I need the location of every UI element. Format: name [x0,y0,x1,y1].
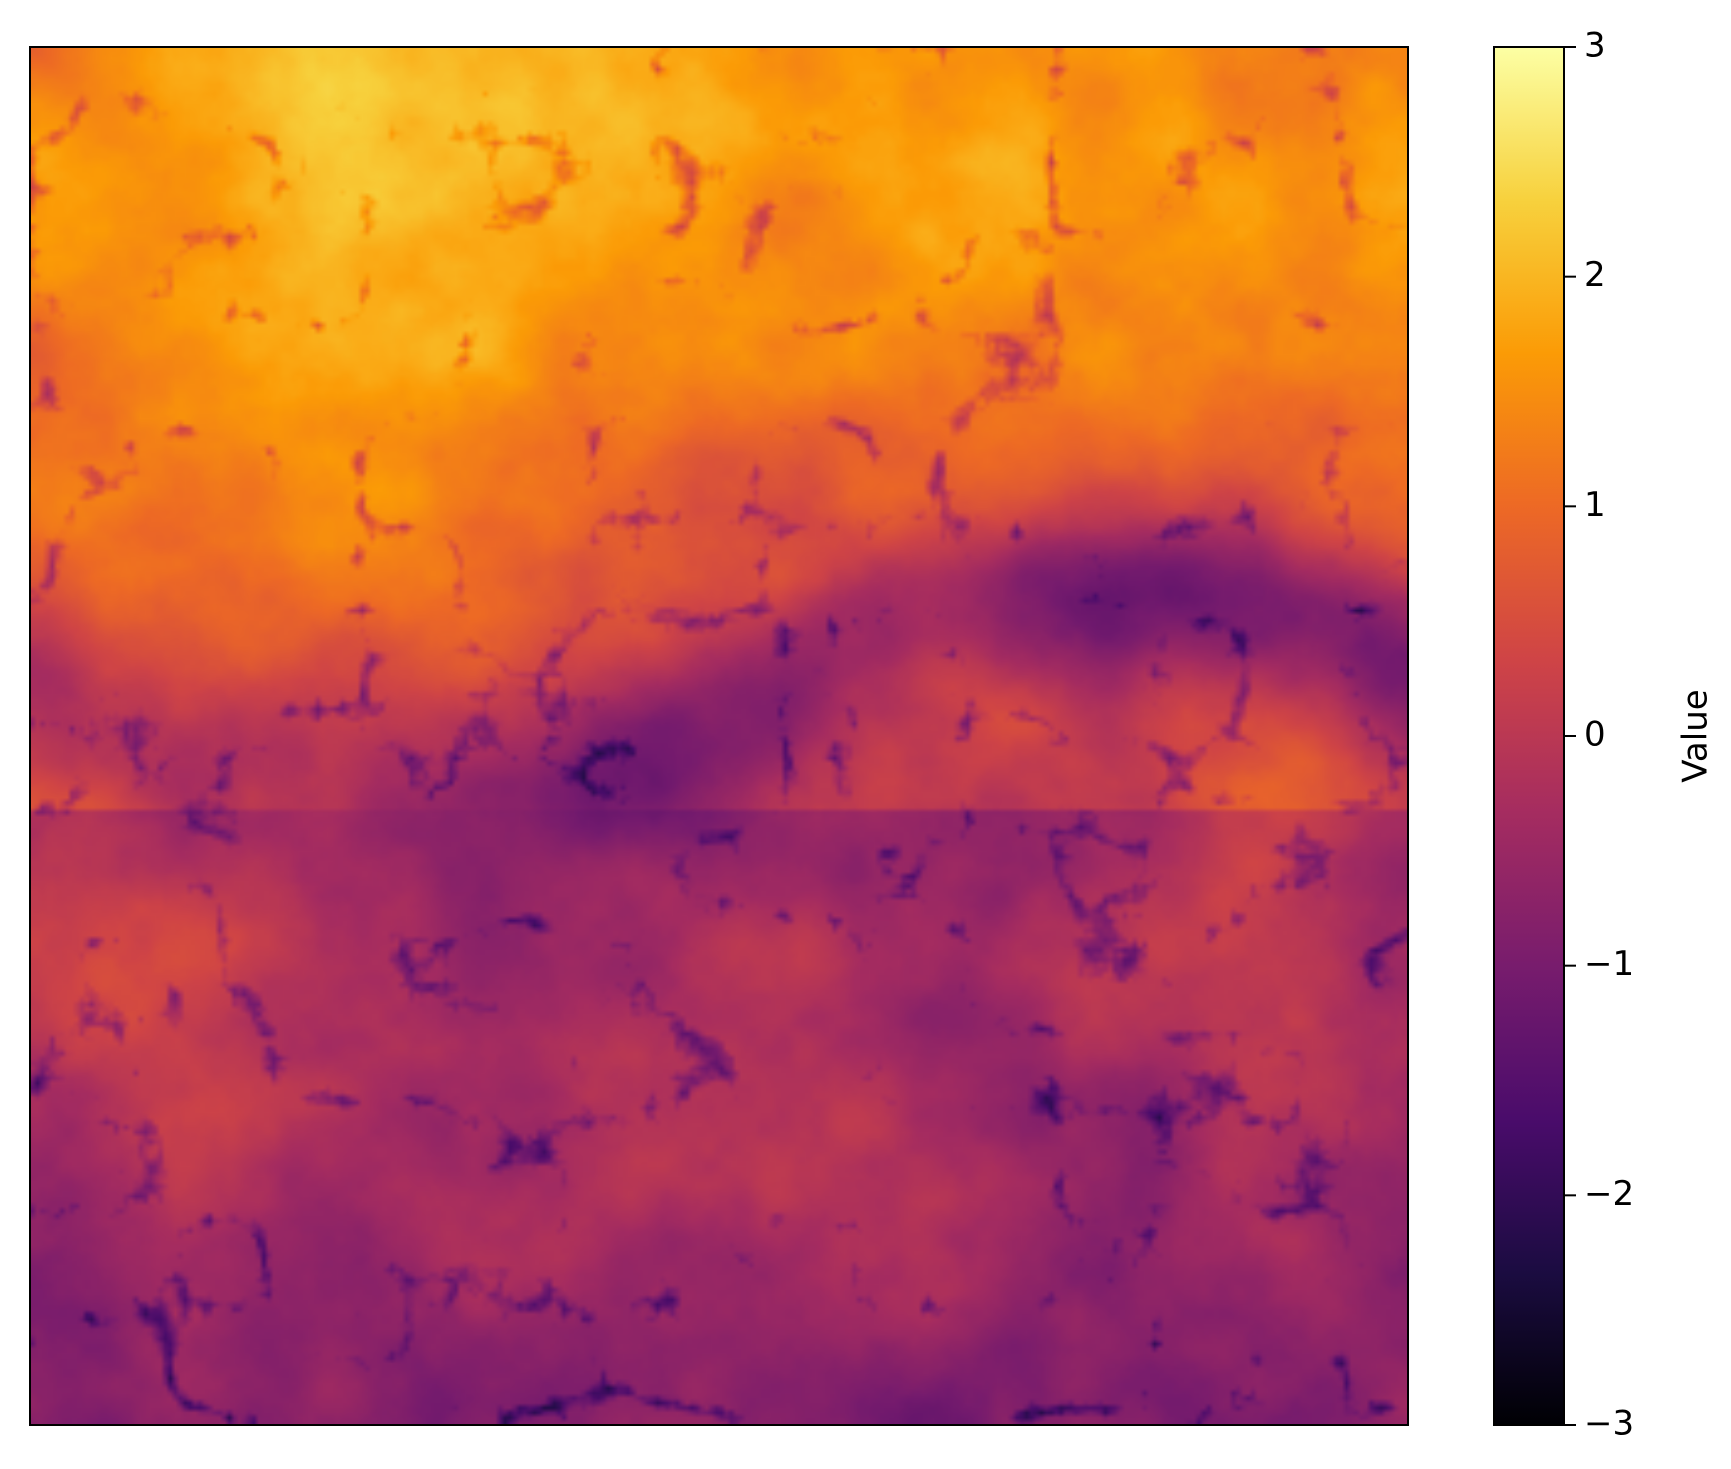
colorbar-tick-label-5: −2 [1584,1174,1634,1214]
heatmap-plot-area [29,46,1409,1426]
colorbar-gradient [1494,47,1564,1425]
colorbar-tick-label-3: 0 [1584,715,1606,755]
colorbar-tick-label-1: 2 [1584,255,1606,295]
colorbar-tick-label-2: 1 [1584,485,1606,525]
plot-frame [29,46,1409,1426]
colorbar-tick-label-4: −1 [1584,944,1634,984]
colorbar-tick-label-6: −3 [1584,1404,1634,1444]
colorbar: 3 2 1 0 −1 −2 −3 Value [1493,26,1716,1444]
heatmap-image [30,47,1408,1425]
colorbar-label: Value [1676,689,1716,782]
colorbar-tick-label-0: 3 [1584,26,1606,66]
